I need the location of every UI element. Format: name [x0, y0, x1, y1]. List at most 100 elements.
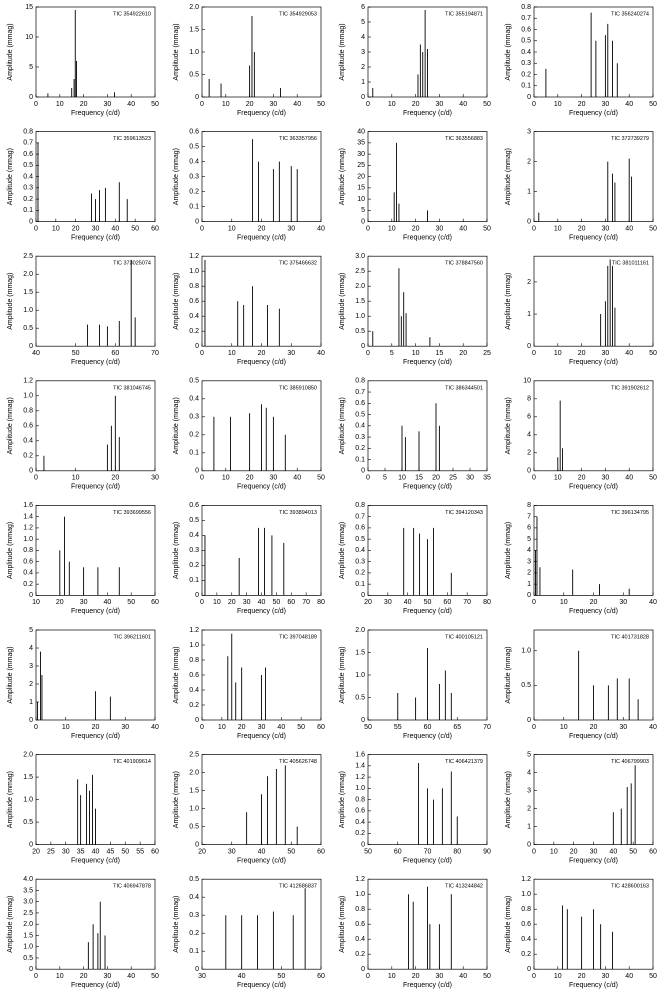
y-tick-label: 0.2	[23, 453, 33, 460]
plot-frame	[35, 380, 156, 472]
y-axis-label: Amplitude (mmag)	[505, 646, 512, 703]
y-tick-label: 0.2	[189, 188, 199, 195]
y-tick-label: 1.0	[23, 536, 33, 543]
y-tick-label: 0.4	[189, 396, 199, 403]
x-tick-label: 50	[297, 724, 305, 731]
y-tick-label: 0.5	[23, 955, 33, 962]
x-tick-label: 30	[121, 724, 129, 731]
x-tick-label: 20	[590, 599, 598, 606]
y-tick-label: 0	[29, 468, 33, 475]
y-tick-label: 1.2	[23, 378, 33, 385]
y-tick-label: 0.8	[23, 128, 33, 135]
x-tick-label: 0	[34, 475, 38, 482]
y-tick-label: 25	[357, 162, 365, 169]
y-tick-label: 5	[361, 19, 365, 26]
y-tick-label: 1.5	[189, 787, 199, 794]
y-tick-label: 0	[29, 717, 33, 724]
y-tick-label: 0.4	[189, 532, 199, 539]
y-tick-label: 1.5	[355, 298, 365, 305]
y-axis-label: Amplitude (mmag)	[7, 896, 14, 953]
x-axis-label: Frequency (c/d)	[403, 857, 452, 864]
panel-title: TIC 406421379	[445, 759, 483, 765]
y-tick-label: 0.7	[355, 513, 365, 520]
y-axis-label: Amplitude (mmag)	[339, 646, 346, 703]
x-tick-label: 10	[554, 225, 562, 232]
x-tick-label: 65	[453, 724, 461, 731]
y-tick-label: 2.0	[23, 271, 33, 278]
x-axis-label: Frequency (c/d)	[403, 110, 452, 117]
y-tick-label: 0	[527, 468, 531, 475]
x-tick-label: 20	[111, 475, 119, 482]
x-tick-label: 10	[72, 475, 80, 482]
y-tick-label: 4	[527, 432, 531, 439]
y-tick-label: 0.5	[355, 694, 365, 701]
x-tick-label: 60	[287, 599, 295, 606]
panel-title: TIC 406947878	[113, 884, 151, 890]
y-tick-label: 0.2	[189, 328, 199, 335]
y-tick-label: 2	[361, 64, 365, 71]
y-tick-label: 0.1	[189, 450, 199, 457]
panel-title: TIC 406799903	[611, 759, 649, 765]
y-tick-label: 15	[25, 4, 33, 11]
y-tick-label: 0.6	[521, 26, 531, 33]
y-tick-label: 0.8	[521, 906, 531, 913]
plot-frame	[201, 878, 322, 970]
x-tick-label: 10	[388, 101, 396, 108]
y-axis-label: Amplitude (mmag)	[505, 397, 512, 454]
y-tick-label: 0.2	[355, 951, 365, 958]
x-axis-label: Frequency (c/d)	[71, 484, 120, 491]
x-tick-label: 0	[532, 350, 536, 357]
y-tick-label: 0.2	[355, 445, 365, 452]
x-tick-label: 0	[366, 101, 370, 108]
y-axis-label: Amplitude (mmag)	[7, 771, 14, 828]
y-axis-label: Amplitude (mmag)	[339, 896, 346, 953]
x-axis-label: Frequency (c/d)	[403, 608, 452, 615]
panel-title: TIC 393894013	[279, 510, 317, 516]
y-tick-label: 20	[357, 173, 365, 180]
x-tick-label: 40	[317, 225, 325, 232]
y-tick-label: 1.0	[23, 796, 33, 803]
x-tick-label: 10	[213, 599, 221, 606]
y-tick-label: 0.5	[189, 71, 199, 78]
y-tick-label: 1.5	[23, 289, 33, 296]
x-tick-label: 40	[277, 724, 285, 731]
x-tick-label: 30	[62, 848, 70, 855]
y-tick-label: 0.8	[23, 547, 33, 554]
x-tick-label: 50	[483, 973, 491, 980]
x-tick-label: 50	[364, 848, 372, 855]
x-axis-label: Frequency (c/d)	[71, 982, 120, 989]
y-tick-label: 0	[29, 966, 33, 973]
y-axis-label: Amplitude (mmag)	[339, 23, 346, 80]
y-tick-label: 3	[527, 787, 531, 794]
panel-title: TIC 354922610	[113, 11, 151, 17]
panel-title: TIC 396211601	[113, 634, 151, 640]
y-tick-label: 1.2	[355, 774, 365, 781]
y-tick-label: 0.4	[189, 687, 199, 694]
x-tick-label: 10	[560, 599, 568, 606]
y-tick-label: 0.5	[23, 162, 33, 169]
x-tick-label: 50	[649, 225, 657, 232]
x-tick-label: 50	[649, 350, 657, 357]
y-tick-label: 0.5	[189, 143, 199, 150]
x-tick-label: 50	[483, 101, 491, 108]
y-axis-label: Amplitude (mmag)	[7, 646, 14, 703]
x-tick-label: 50	[121, 848, 129, 855]
x-tick-label: 10	[222, 475, 230, 482]
x-tick-label: 10	[228, 350, 236, 357]
y-tick-label: 0.3	[521, 60, 531, 67]
y-tick-label: 30	[357, 151, 365, 158]
panel-title: TIC 396134795	[611, 510, 649, 516]
x-tick-label: 25	[483, 350, 491, 357]
y-tick-label: 0.1	[355, 456, 365, 463]
x-tick-label: 0	[366, 973, 370, 980]
y-tick-label: 2.5	[355, 268, 365, 275]
y-tick-label: 1.0	[23, 393, 33, 400]
y-tick-label: 0	[361, 841, 365, 848]
y-tick-label: 0	[361, 218, 365, 225]
x-tick-label: 10	[560, 724, 568, 731]
panel-title: TIC 373025074	[113, 261, 151, 267]
x-tick-label: 20	[412, 101, 420, 108]
y-tick-label: 0	[361, 592, 365, 599]
x-tick-label: 10	[554, 475, 562, 482]
